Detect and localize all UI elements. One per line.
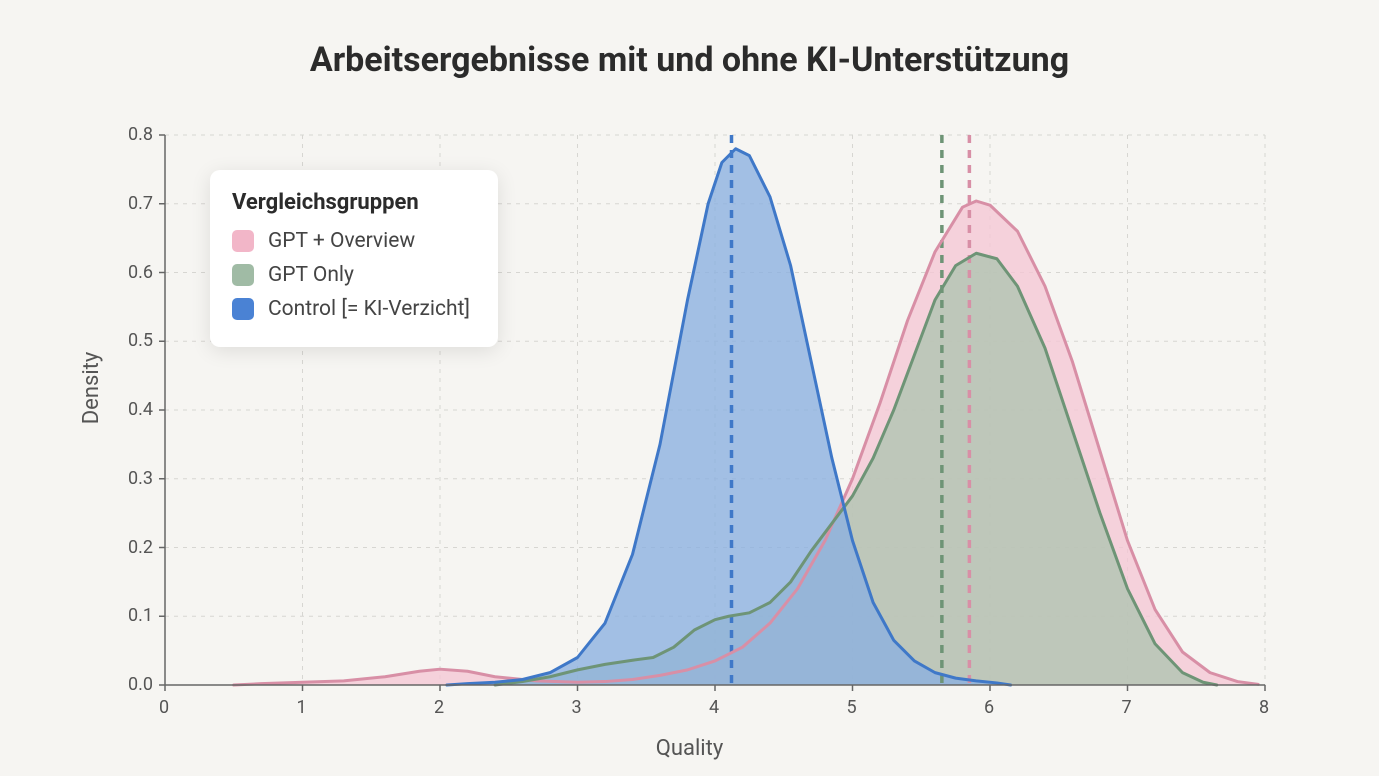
x-tick-label: 5 (847, 697, 857, 718)
x-tick-label: 2 (434, 697, 444, 718)
y-tick-label: 0.0 (128, 674, 153, 695)
y-tick-label: 0.3 (128, 468, 153, 489)
x-axis-label: Quality (0, 736, 1379, 761)
y-tick-label: 0.8 (128, 124, 153, 145)
x-tick-label: 8 (1259, 697, 1269, 718)
y-tick-label: 0.4 (128, 399, 153, 420)
legend-swatch (232, 230, 254, 252)
y-tick-label: 0.5 (128, 330, 153, 351)
legend-title: Vergleichsgruppen (232, 190, 470, 215)
x-tick-label: 1 (297, 697, 307, 718)
legend-box: Vergleichsgruppen GPT + Overview GPT Onl… (210, 170, 498, 347)
x-tick-label: 6 (984, 697, 994, 718)
y-tick-label: 0.6 (128, 262, 153, 283)
legend-swatch (232, 298, 254, 320)
legend-item-gpt-only: GPT Only (232, 263, 470, 287)
x-tick-label: 7 (1122, 697, 1132, 718)
y-tick-label: 0.2 (128, 537, 153, 558)
legend-item-control: Control [= KI-Verzicht] (232, 297, 470, 321)
x-tick-label: 0 (159, 697, 169, 718)
y-axis-label: Density (79, 352, 104, 425)
y-tick-label: 0.7 (128, 193, 153, 214)
chart-title: Arbeitsergebnisse mit und ohne KI-Unters… (0, 40, 1379, 80)
x-tick-label: 4 (709, 697, 719, 718)
legend-label: GPT + Overview (268, 229, 415, 253)
y-tick-label: 0.1 (128, 605, 153, 626)
legend-label: GPT Only (268, 263, 354, 287)
legend-label: Control [= KI-Verzicht] (268, 297, 470, 321)
legend-item-gpt-overview: GPT + Overview (232, 229, 470, 253)
chart-container: Arbeitsergebnisse mit und ohne KI-Unters… (0, 0, 1379, 776)
legend-swatch (232, 264, 254, 286)
x-tick-label: 3 (572, 697, 582, 718)
